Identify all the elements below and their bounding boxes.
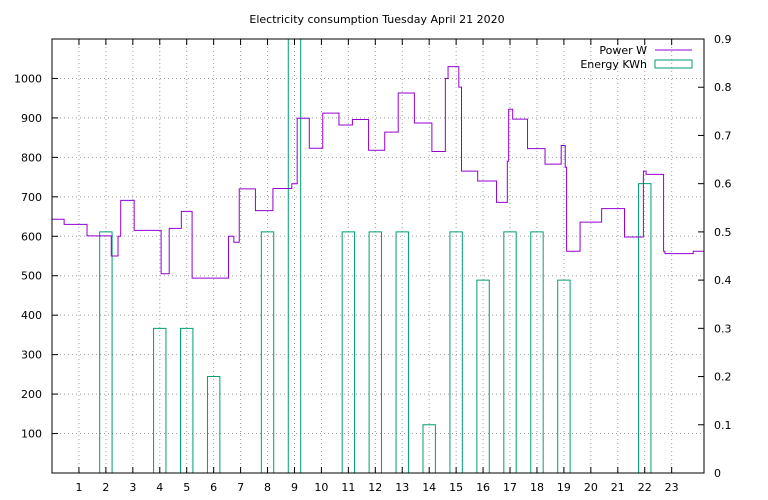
energy-bar bbox=[422, 424, 436, 473]
legend-label-energy: Energy KWh bbox=[580, 58, 647, 71]
energy-bar bbox=[476, 279, 490, 473]
x-tick-label: 19 bbox=[557, 481, 571, 494]
power-line bbox=[52, 66, 704, 279]
energy-bar bbox=[557, 279, 571, 473]
x-tick-label: 14 bbox=[422, 481, 436, 494]
x-tick-label: 20 bbox=[584, 481, 598, 494]
y-tick-label: 100 bbox=[21, 428, 42, 441]
y2-tick-label: 0.4 bbox=[714, 274, 732, 287]
x-tick-label: 8 bbox=[264, 481, 271, 494]
x-tick-label: 15 bbox=[449, 481, 463, 494]
x-axis: 1 2 3 4 5 6 7 8 9 10 11 12 13 14 15 16 17 18 19 20 21 22 23 bbox=[75, 39, 679, 494]
x-tick-label: 17 bbox=[503, 481, 517, 494]
y-tick-label: 700 bbox=[21, 191, 42, 204]
y2-tick-label: 0.7 bbox=[714, 129, 732, 142]
x-tick-label: 1 bbox=[75, 481, 82, 494]
y2-tick-label: 0.2 bbox=[714, 371, 732, 384]
x-tick-label: 6 bbox=[210, 481, 217, 494]
energy-bar bbox=[368, 231, 383, 473]
legend-label-power: Power W bbox=[599, 44, 647, 57]
energy-bar bbox=[341, 231, 356, 473]
energy-bar bbox=[180, 327, 194, 473]
y-tick-label: 400 bbox=[21, 309, 42, 322]
x-tick-label: 21 bbox=[611, 481, 625, 494]
x-tick-label: 12 bbox=[368, 481, 382, 494]
x-tick-label: 13 bbox=[395, 481, 409, 494]
y2-tick-label: 0.5 bbox=[714, 226, 732, 239]
x-tick-label: 7 bbox=[237, 481, 244, 494]
energy-bar bbox=[153, 327, 167, 473]
legend: Power W Energy KWh bbox=[580, 44, 693, 71]
y-tick-label: 300 bbox=[21, 349, 42, 362]
x-tick-label: 5 bbox=[183, 481, 190, 494]
legend-swatch-energy bbox=[654, 59, 693, 69]
y-tick-label: 1000 bbox=[14, 72, 42, 85]
x-tick-label: 10 bbox=[314, 481, 328, 494]
energy-bar bbox=[99, 231, 113, 473]
energy-bar bbox=[206, 376, 221, 473]
y2-axis: 0 0.1 0.2 0.3 0.4 0.5 0.6 0.7 0.8 0.9 bbox=[698, 33, 732, 480]
chart-title: Electricity consumption Tuesday April 21… bbox=[249, 13, 504, 26]
energy-bar bbox=[530, 231, 544, 473]
plot-border bbox=[51, 38, 705, 474]
y2-tick-label: 0.1 bbox=[714, 419, 732, 432]
x-tick-label: 4 bbox=[156, 481, 163, 494]
x-tick-label: 2 bbox=[102, 481, 109, 494]
y2-tick-label: 0.8 bbox=[714, 81, 732, 94]
power-series-line bbox=[52, 66, 704, 279]
y2-tick-label: 0.3 bbox=[714, 322, 732, 335]
energy-bar bbox=[638, 183, 652, 473]
x-tick-label: 3 bbox=[129, 481, 136, 494]
y-tick-label: 200 bbox=[21, 388, 42, 401]
y2-tick-label: 0.9 bbox=[714, 33, 732, 46]
x-tick-label: 11 bbox=[341, 481, 355, 494]
y-tick-label: 500 bbox=[21, 270, 42, 283]
y-tick-label: 600 bbox=[21, 230, 42, 243]
energy-bar bbox=[503, 231, 517, 473]
y2-tick-label: 0 bbox=[714, 467, 721, 480]
energy-bar bbox=[260, 231, 275, 473]
y-tick-label: 800 bbox=[21, 151, 42, 164]
x-tick-label: 23 bbox=[665, 481, 679, 494]
x-tick-label: 22 bbox=[638, 481, 652, 494]
energy-bar bbox=[449, 231, 463, 473]
x-tick-label: 16 bbox=[476, 481, 490, 494]
energy-bars bbox=[99, 38, 652, 473]
y-axis: 100 200 300 400 500 600 700 800 900 1000 bbox=[14, 72, 58, 441]
energy-bar bbox=[395, 231, 409, 473]
y-tick-label: 900 bbox=[21, 112, 42, 125]
y2-tick-label: 0.6 bbox=[714, 178, 732, 191]
x-tick-label: 18 bbox=[530, 481, 544, 494]
x-tick-label: 9 bbox=[291, 481, 298, 494]
grid bbox=[52, 39, 704, 473]
